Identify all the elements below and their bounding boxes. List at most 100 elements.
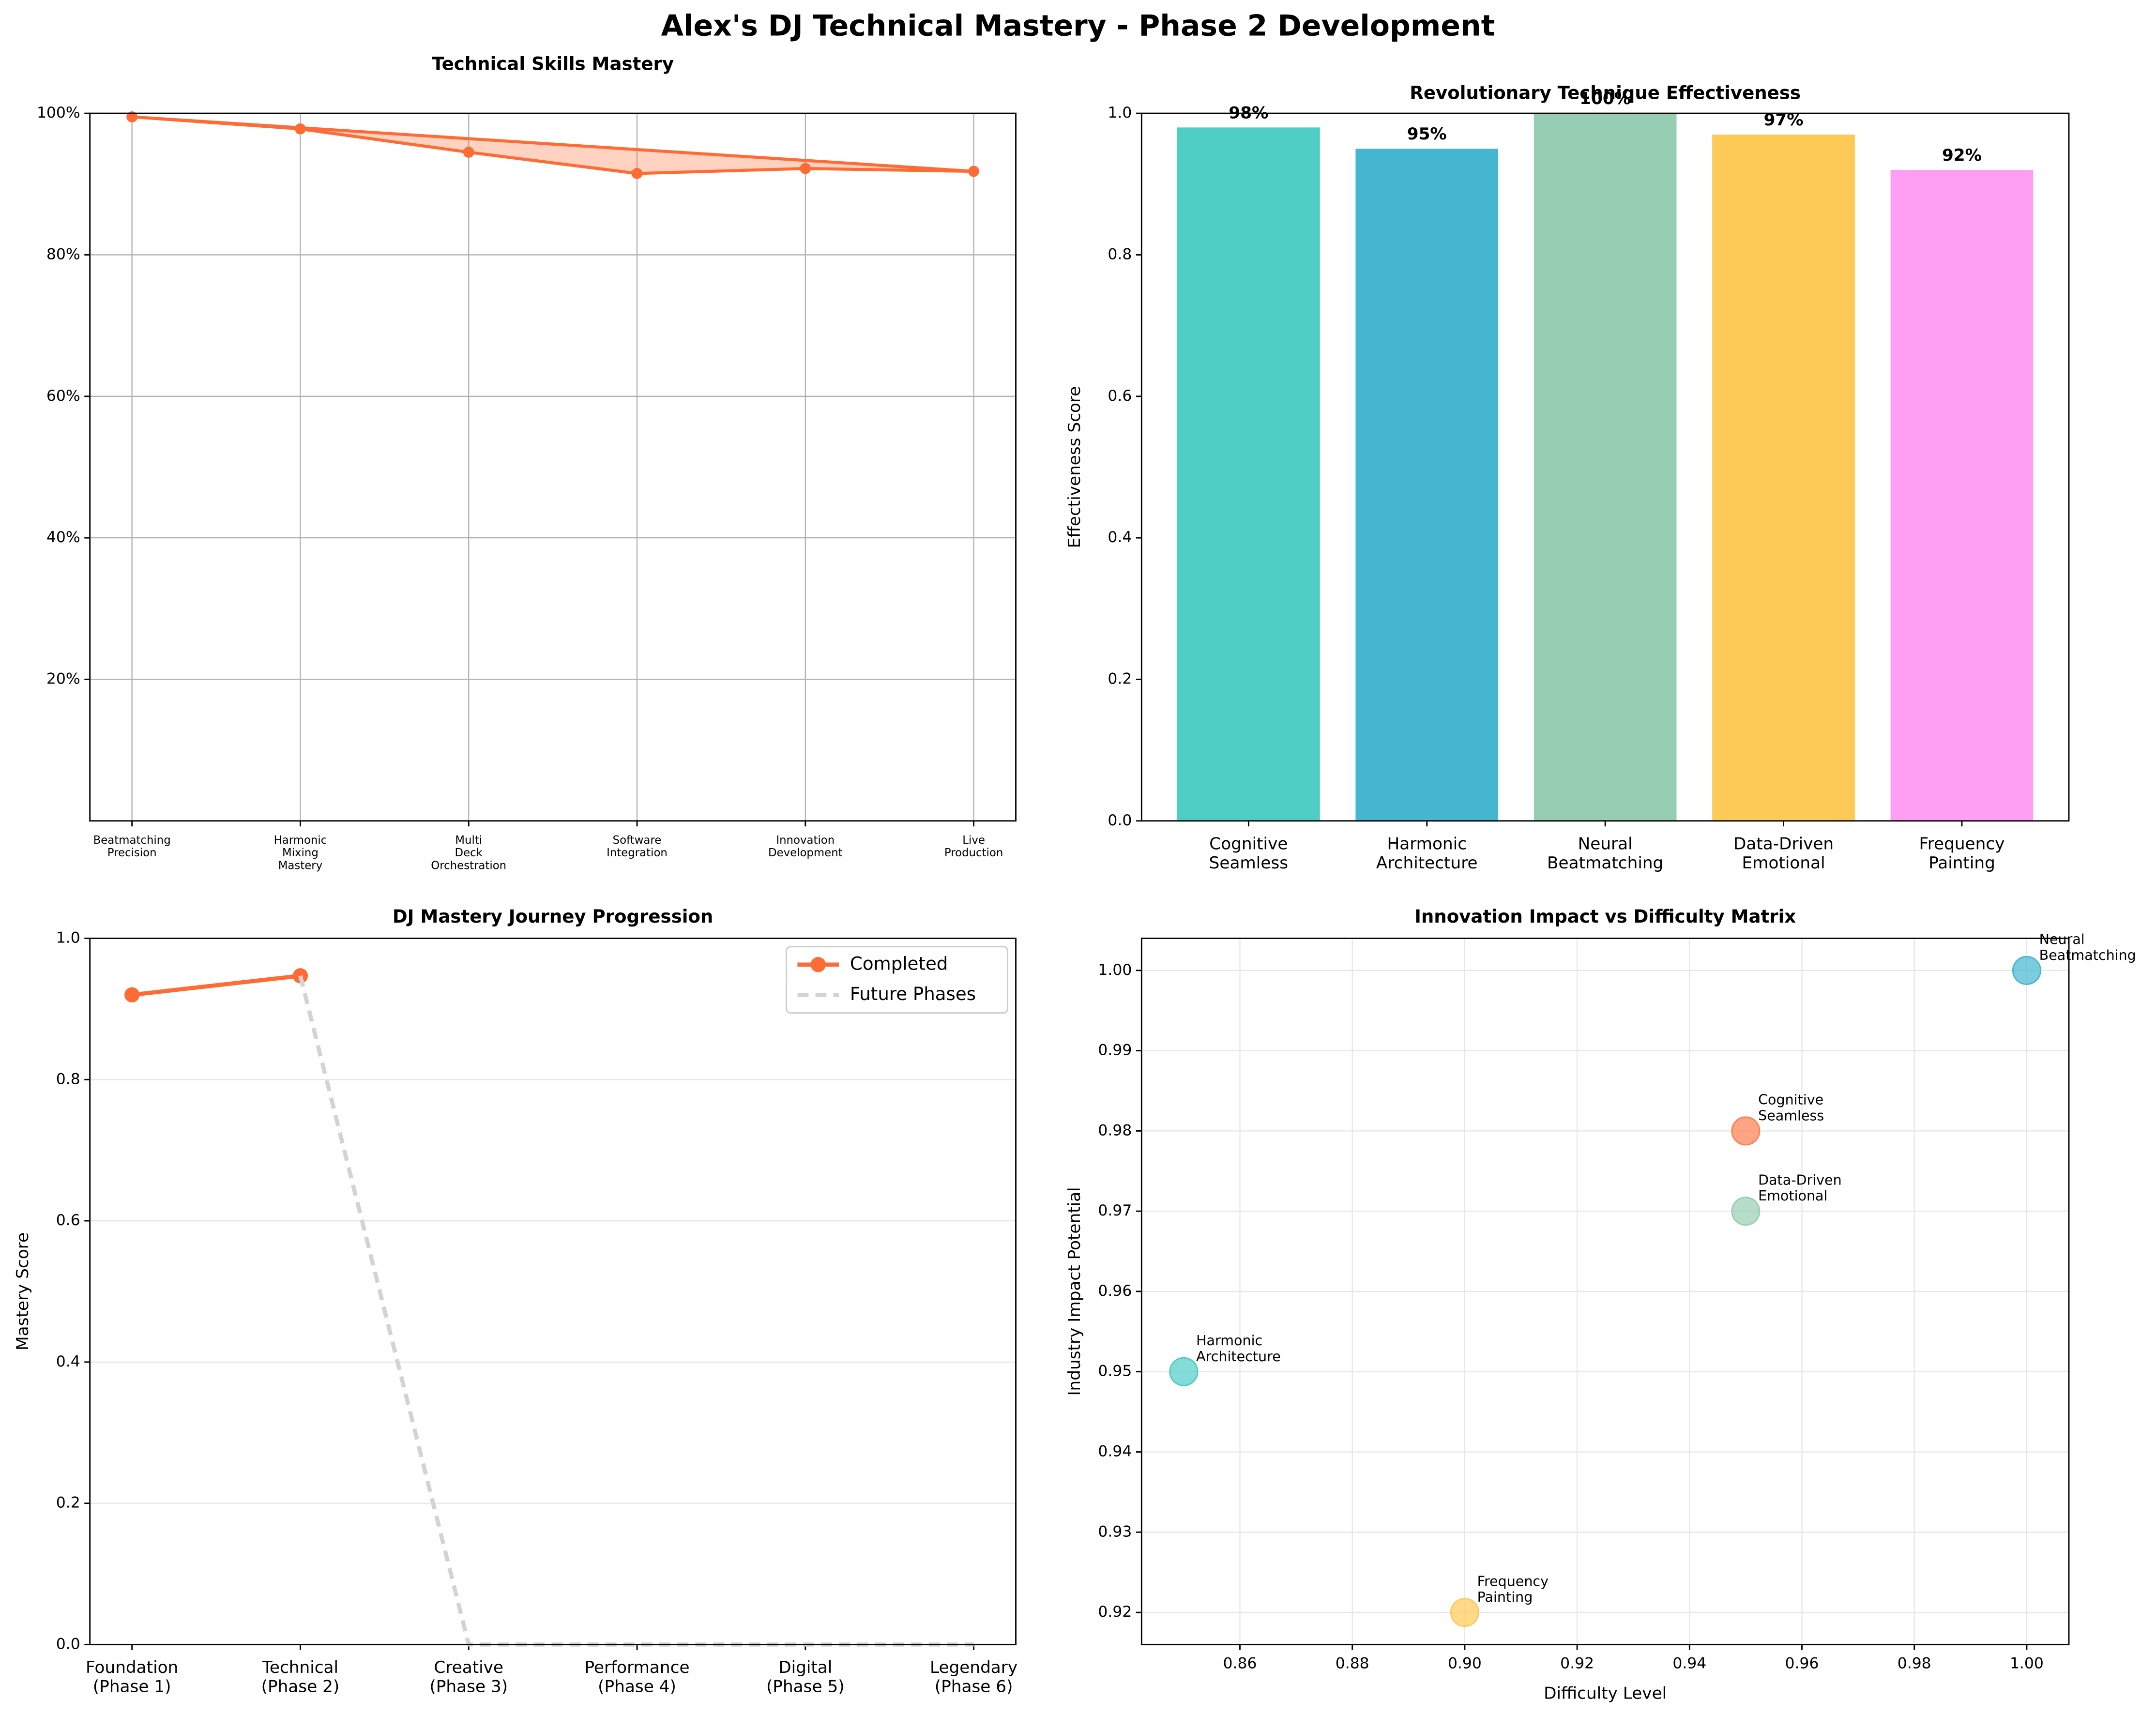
x-tick-label: Frequency Painting: [1919, 834, 2004, 872]
x-tick-label: Performance (Phase 4): [584, 1657, 689, 1696]
x-tick-label: Foundation (Phase 1): [86, 1657, 178, 1696]
y-axis-label: Effectiveness Score: [1065, 386, 1084, 548]
y-tick-label: 0.92: [1098, 1603, 1132, 1621]
point: [295, 123, 306, 135]
x-tick-label: Data-Driven Emotional: [1733, 834, 1834, 872]
y-tick-label: 0.95: [1098, 1363, 1132, 1380]
y-tick-label: 0.0: [1108, 812, 1132, 829]
point: [1731, 1197, 1761, 1226]
value-label: 92%: [1942, 146, 1982, 165]
subplot-title: Innovation Impact vs Difficulty Matrix: [1414, 906, 1796, 927]
y-tick-label: 40%: [46, 529, 80, 546]
y-tick-label: 0.8: [1108, 245, 1132, 263]
point: [800, 163, 811, 174]
subplot: 0.0 0.2 0.4 0.6 0.8 1.0 Foundation (Phase 1) Tec…: [13, 929, 1017, 1696]
legend-marker: [810, 957, 826, 972]
y-tick-label: 60%: [46, 387, 80, 405]
bar: [1355, 149, 1499, 821]
y-tick-label: 0.94: [1098, 1443, 1132, 1460]
y-tick-label: 0.4: [56, 1353, 80, 1370]
y-tick-label: 0.8: [56, 1070, 80, 1088]
x-tick-label: Multi Deck Orchestration: [431, 834, 506, 872]
legend-label: Completed: [850, 953, 948, 974]
bar: [1712, 134, 1855, 821]
x-axis-label: Difficulty Level: [1544, 1684, 1667, 1703]
axes-frame: [1140, 112, 2070, 822]
x-tick-label: Digital (Phase 5): [766, 1657, 845, 1696]
x-tick-label: 0.98: [1898, 1654, 1931, 1672]
y-tick-label: 80%: [46, 245, 80, 263]
x-tick-label: Software Integration: [607, 834, 668, 859]
legend-label: Future Phases: [850, 984, 976, 1004]
x-tick-label: Cognitive Seamless: [1209, 834, 1288, 872]
y-tick-label: 0.6: [1108, 387, 1132, 405]
x-tick-label: Legendary (Phase 6): [930, 1657, 1017, 1696]
subplot: 0.92 0.93 0.94 0.95 0.96 0.97 0.98 0.99 1.00 0.86…: [1065, 931, 2136, 1703]
y-tick-label: 0.2: [56, 1494, 80, 1512]
axes-frame: [89, 938, 1017, 1645]
y-tick-label: 0.98: [1098, 1122, 1132, 1139]
point-label: Harmonic Architecture: [1196, 1333, 1281, 1365]
line: [132, 973, 301, 997]
y-tick-label: 0.97: [1098, 1202, 1132, 1219]
point-label: Frequency Painting: [1477, 1573, 1549, 1605]
point: [1731, 1116, 1761, 1146]
value-label: 95%: [1407, 124, 1447, 144]
x-tick-label: Live Production: [944, 834, 1003, 859]
y-tick-label: 0.2: [1108, 670, 1132, 687]
x-tick-label: 0.94: [1672, 1654, 1706, 1672]
bar: [1890, 170, 2034, 821]
point: [126, 111, 138, 122]
subplot: 20% 40% 60% 80% 100% Beatmatching Precision Har…: [37, 104, 1017, 872]
y-axis-label: Industry Impact Potential: [1065, 1187, 1084, 1396]
y-tick-label: 0.0: [56, 1635, 80, 1653]
x-tick-label: Technical (Phase 2): [261, 1657, 340, 1696]
x-tick-label: Innovation Development: [768, 834, 843, 859]
subplot: 0.0 0.2 0.4 0.6 0.8 1.0 Cognitive Seamless Harmo…: [1065, 89, 2070, 872]
point: [968, 166, 980, 177]
point-label: Data-Driven Emotional: [1758, 1172, 1842, 1204]
x-tick-label: 0.86: [1223, 1654, 1257, 1672]
axes-frame: [1140, 938, 2070, 1645]
x-tick-label: 0.90: [1448, 1654, 1482, 1672]
y-tick-label: 1.00: [1098, 961, 1132, 979]
x-tick-label: 0.88: [1336, 1654, 1369, 1672]
y-tick-label: 0.4: [1108, 529, 1132, 546]
value-label: 100%: [1579, 89, 1631, 108]
bar: [1177, 127, 1320, 821]
axes-frame: [89, 112, 1017, 822]
x-tick-label: Harmonic Architecture: [1376, 834, 1478, 872]
y-axis-label: Mastery Score: [13, 1232, 32, 1351]
y-tick-label: 0.93: [1098, 1523, 1132, 1540]
point: [1450, 1598, 1479, 1627]
y-tick-label: 1.0: [56, 929, 80, 947]
y-tick-label: 1.0: [1108, 104, 1132, 121]
legend-box: [786, 946, 1008, 1014]
y-tick-label: 0.99: [1098, 1042, 1132, 1059]
subplot-title: Technical Skills Mastery: [432, 54, 674, 75]
x-tick-label: 1.00: [2010, 1654, 2044, 1672]
bar: [1533, 113, 1677, 821]
figure-title: Alex's DJ Technical Mastery - Phase 2 De…: [661, 9, 1495, 43]
x-tick-label: Beatmatching Precision: [93, 834, 171, 859]
point: [463, 147, 474, 158]
point-label: Neural Beatmatching: [2039, 931, 2136, 963]
point: [124, 987, 140, 1002]
point: [631, 167, 643, 179]
x-tick-label: 0.96: [1785, 1654, 1819, 1672]
x-tick-label: Harmonic Mixing Mastery: [274, 834, 327, 872]
y-tick-label: 20%: [46, 670, 80, 687]
point: [2012, 956, 2041, 985]
point-label: Cognitive Seamless: [1758, 1092, 1824, 1124]
point: [1169, 1357, 1199, 1386]
y-tick-label: 100%: [37, 104, 80, 121]
x-tick-label: Neural Beatmatching: [1547, 834, 1663, 872]
subplot-title: Revolutionary Technique Effectiveness: [1410, 83, 1801, 104]
subplot-title: DJ Mastery Journey Progression: [393, 906, 713, 927]
x-tick-label: 0.92: [1560, 1654, 1594, 1672]
x-tick-label: Creative (Phase 3): [429, 1657, 508, 1696]
y-tick-label: 0.96: [1098, 1282, 1132, 1300]
y-tick-label: 0.6: [56, 1212, 80, 1229]
